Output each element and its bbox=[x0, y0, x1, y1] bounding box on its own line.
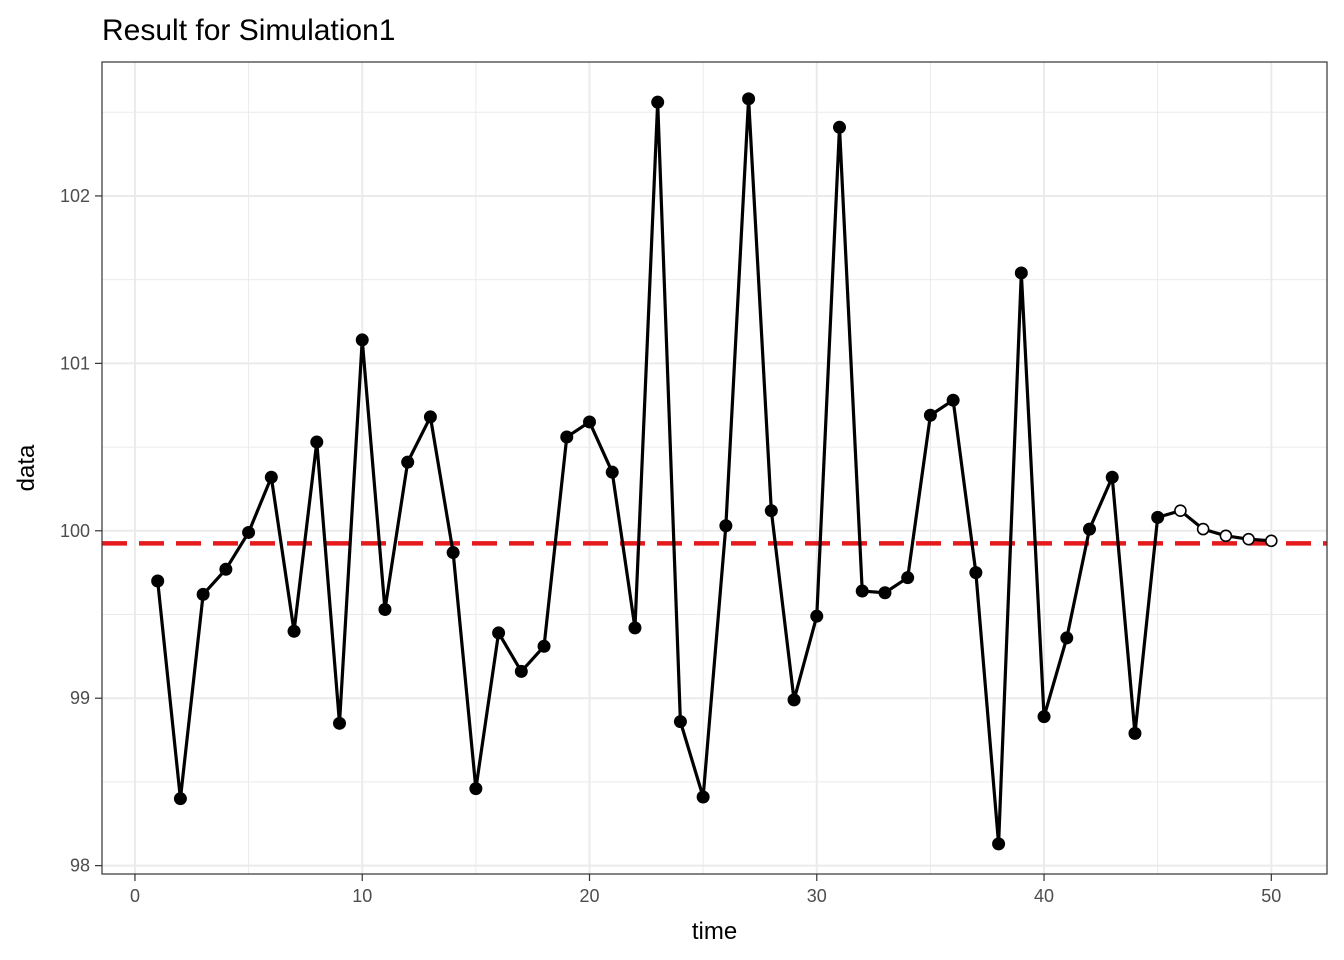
forecast-series-line bbox=[1157, 509, 1272, 543]
data-point bbox=[514, 664, 528, 678]
x-tick-label: 50 bbox=[1261, 886, 1281, 906]
data-point bbox=[628, 621, 642, 635]
data-point bbox=[151, 574, 165, 588]
data-point bbox=[855, 584, 869, 598]
y-tick-label: 98 bbox=[70, 856, 90, 876]
data-point bbox=[583, 415, 596, 429]
data-point bbox=[651, 95, 665, 109]
data-point bbox=[1151, 510, 1165, 524]
x-tick-label: 0 bbox=[130, 886, 140, 906]
y-axis-title: data bbox=[13, 444, 40, 491]
x-tick-label: 30 bbox=[807, 886, 827, 906]
data-point bbox=[1060, 631, 1074, 645]
x-tick-label: 10 bbox=[352, 886, 372, 906]
data-point bbox=[833, 120, 846, 134]
forecast-point bbox=[1174, 504, 1187, 517]
data-point bbox=[537, 639, 551, 653]
data-point bbox=[673, 715, 687, 729]
data-point bbox=[1083, 522, 1096, 536]
data-point bbox=[1014, 266, 1028, 280]
x-tick-label: 20 bbox=[579, 886, 599, 906]
data-point bbox=[242, 525, 256, 539]
data-point bbox=[469, 782, 483, 796]
data-point bbox=[560, 430, 574, 444]
x-axis-title: time bbox=[692, 918, 737, 945]
x-tick-label: 40 bbox=[1034, 886, 1054, 906]
data-point bbox=[196, 587, 210, 601]
data-point bbox=[1105, 470, 1119, 484]
forecast-point bbox=[1242, 532, 1255, 546]
grid bbox=[102, 62, 1327, 874]
data-point bbox=[605, 465, 619, 479]
data-point bbox=[923, 408, 937, 422]
data-point bbox=[1128, 726, 1142, 740]
y-tick-label: 99 bbox=[70, 688, 90, 708]
data-point bbox=[878, 586, 892, 600]
y-tick-label: 102 bbox=[60, 186, 90, 206]
data-point bbox=[992, 837, 1006, 851]
data-point bbox=[742, 92, 756, 106]
y-tick-label: 100 bbox=[60, 521, 90, 541]
data-point bbox=[446, 546, 460, 560]
series-layer bbox=[151, 92, 1278, 851]
data-point bbox=[378, 602, 392, 616]
observed-series-line bbox=[156, 97, 1160, 846]
data-point bbox=[764, 504, 778, 518]
data-point bbox=[423, 410, 437, 424]
data-point bbox=[969, 566, 983, 580]
data-point bbox=[492, 626, 506, 640]
data-point bbox=[355, 333, 369, 347]
data-point bbox=[173, 792, 187, 806]
data-point bbox=[787, 693, 801, 707]
data-point bbox=[219, 562, 233, 576]
chart-title: Result for Simulation1 bbox=[102, 14, 395, 47]
data-point bbox=[333, 716, 346, 730]
forecast-point bbox=[1265, 534, 1278, 548]
data-point bbox=[810, 609, 824, 623]
data-point bbox=[946, 393, 960, 407]
data-point bbox=[264, 470, 278, 484]
data-point bbox=[1037, 710, 1051, 724]
data-point bbox=[287, 624, 301, 638]
axes: 0 10 20 30 40 50 98 99 100 101 102 bbox=[60, 186, 1281, 906]
data-point bbox=[719, 519, 733, 533]
data-point bbox=[901, 571, 915, 585]
data-point bbox=[401, 455, 415, 469]
data-point bbox=[696, 790, 710, 804]
forecast-point bbox=[1219, 529, 1233, 543]
panel-border bbox=[101, 61, 1328, 875]
forecast-point bbox=[1196, 522, 1210, 536]
data-point bbox=[310, 435, 324, 449]
y-tick-label: 101 bbox=[60, 353, 90, 373]
